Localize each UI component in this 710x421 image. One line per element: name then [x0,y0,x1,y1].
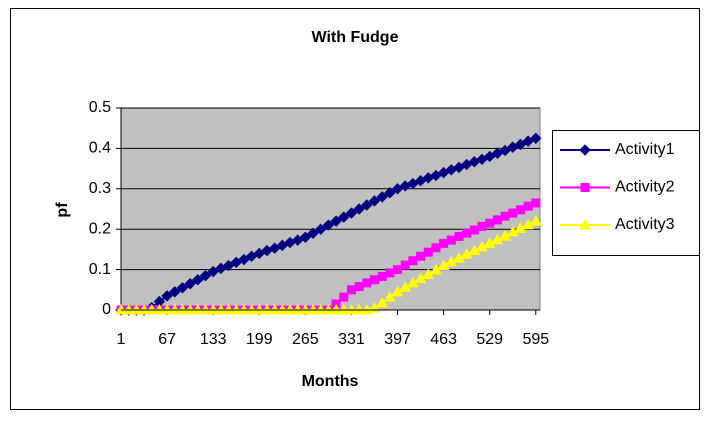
chart-title: With Fudge [312,29,399,46]
data-point [462,228,472,238]
data-point [384,187,396,199]
data-point [184,278,196,290]
x-tick-label: 331 [338,331,365,348]
data-point [299,231,312,243]
data-point [437,259,450,271]
data-point [176,282,189,294]
data-point [384,291,396,302]
data-point [531,198,541,208]
data-point [207,265,219,278]
data-point [484,150,496,163]
data-point [222,259,235,272]
data-point [362,278,372,288]
data-point [369,275,379,285]
data-point [338,211,350,223]
data-point [376,296,389,308]
data-point [445,255,458,267]
data-point [330,215,342,227]
data-point [454,231,464,241]
data-point [393,265,403,275]
data-point [416,251,426,261]
data-point [508,208,518,218]
data-point [346,285,356,295]
data-point [514,222,527,233]
data-point [169,286,181,298]
data-point [477,221,487,231]
data-point [161,290,173,302]
x-tick-label: 463 [430,331,457,348]
y-axis-label: pf [54,202,71,218]
data-point [530,132,542,145]
legend-marker [579,144,591,156]
x-axis-label: Months [302,373,359,390]
y-tick-label: 0 [102,301,111,318]
data-point [485,218,495,228]
x-tick-label: 529 [476,331,503,348]
data-point [322,219,335,231]
legend-marker [580,183,590,192]
data-point [368,195,381,207]
data-point [439,238,449,248]
data-point [339,292,349,302]
data-point [307,227,319,239]
legend-label: Activity2 [615,179,675,196]
data-point [523,201,533,211]
data-point [515,205,525,215]
data-point [238,253,250,266]
x-tick-label: 199 [246,331,273,348]
y-tick-label: 0.5 [89,99,111,116]
data-point [315,223,327,235]
data-point [423,247,433,257]
data-point [522,218,534,230]
data-point [408,256,418,266]
data-point [376,191,388,203]
data-point [500,211,510,221]
legend [552,130,700,256]
data-point [506,225,519,237]
x-tick-label: 67 [158,331,176,348]
legend-label: Activity3 [615,216,675,233]
data-point [377,271,387,281]
y-tick-label: 0.2 [89,220,111,237]
x-tick-label: 133 [200,331,227,348]
legend-marker [579,218,591,230]
data-point [431,243,441,253]
data-point [483,237,496,248]
x-tick-label: 265 [292,331,319,348]
data-point [529,215,542,226]
data-point [199,269,212,282]
data-point [345,207,358,219]
data-point [192,273,204,286]
y-tick-label: 0.3 [89,180,111,197]
data-point [446,235,456,245]
data-point [499,144,511,157]
data-point [354,282,364,292]
x-tick-label: 397 [384,331,411,348]
data-point [514,138,527,151]
y-tick-label: 0.4 [89,140,111,157]
data-point [400,260,410,270]
x-tick-label: 595 [522,331,549,348]
data-point [361,199,373,211]
data-point [385,268,395,278]
data-point [491,233,504,245]
legend-label: Activity1 [615,141,675,158]
data-point [492,215,502,225]
data-point [476,240,488,252]
data-point [468,244,481,256]
data-point [469,225,479,235]
y-tick-label: 0.1 [89,261,111,278]
data-point [460,248,473,259]
data-point [353,203,365,215]
plot-area [120,107,541,311]
x-tick-label: 1 [117,331,126,348]
